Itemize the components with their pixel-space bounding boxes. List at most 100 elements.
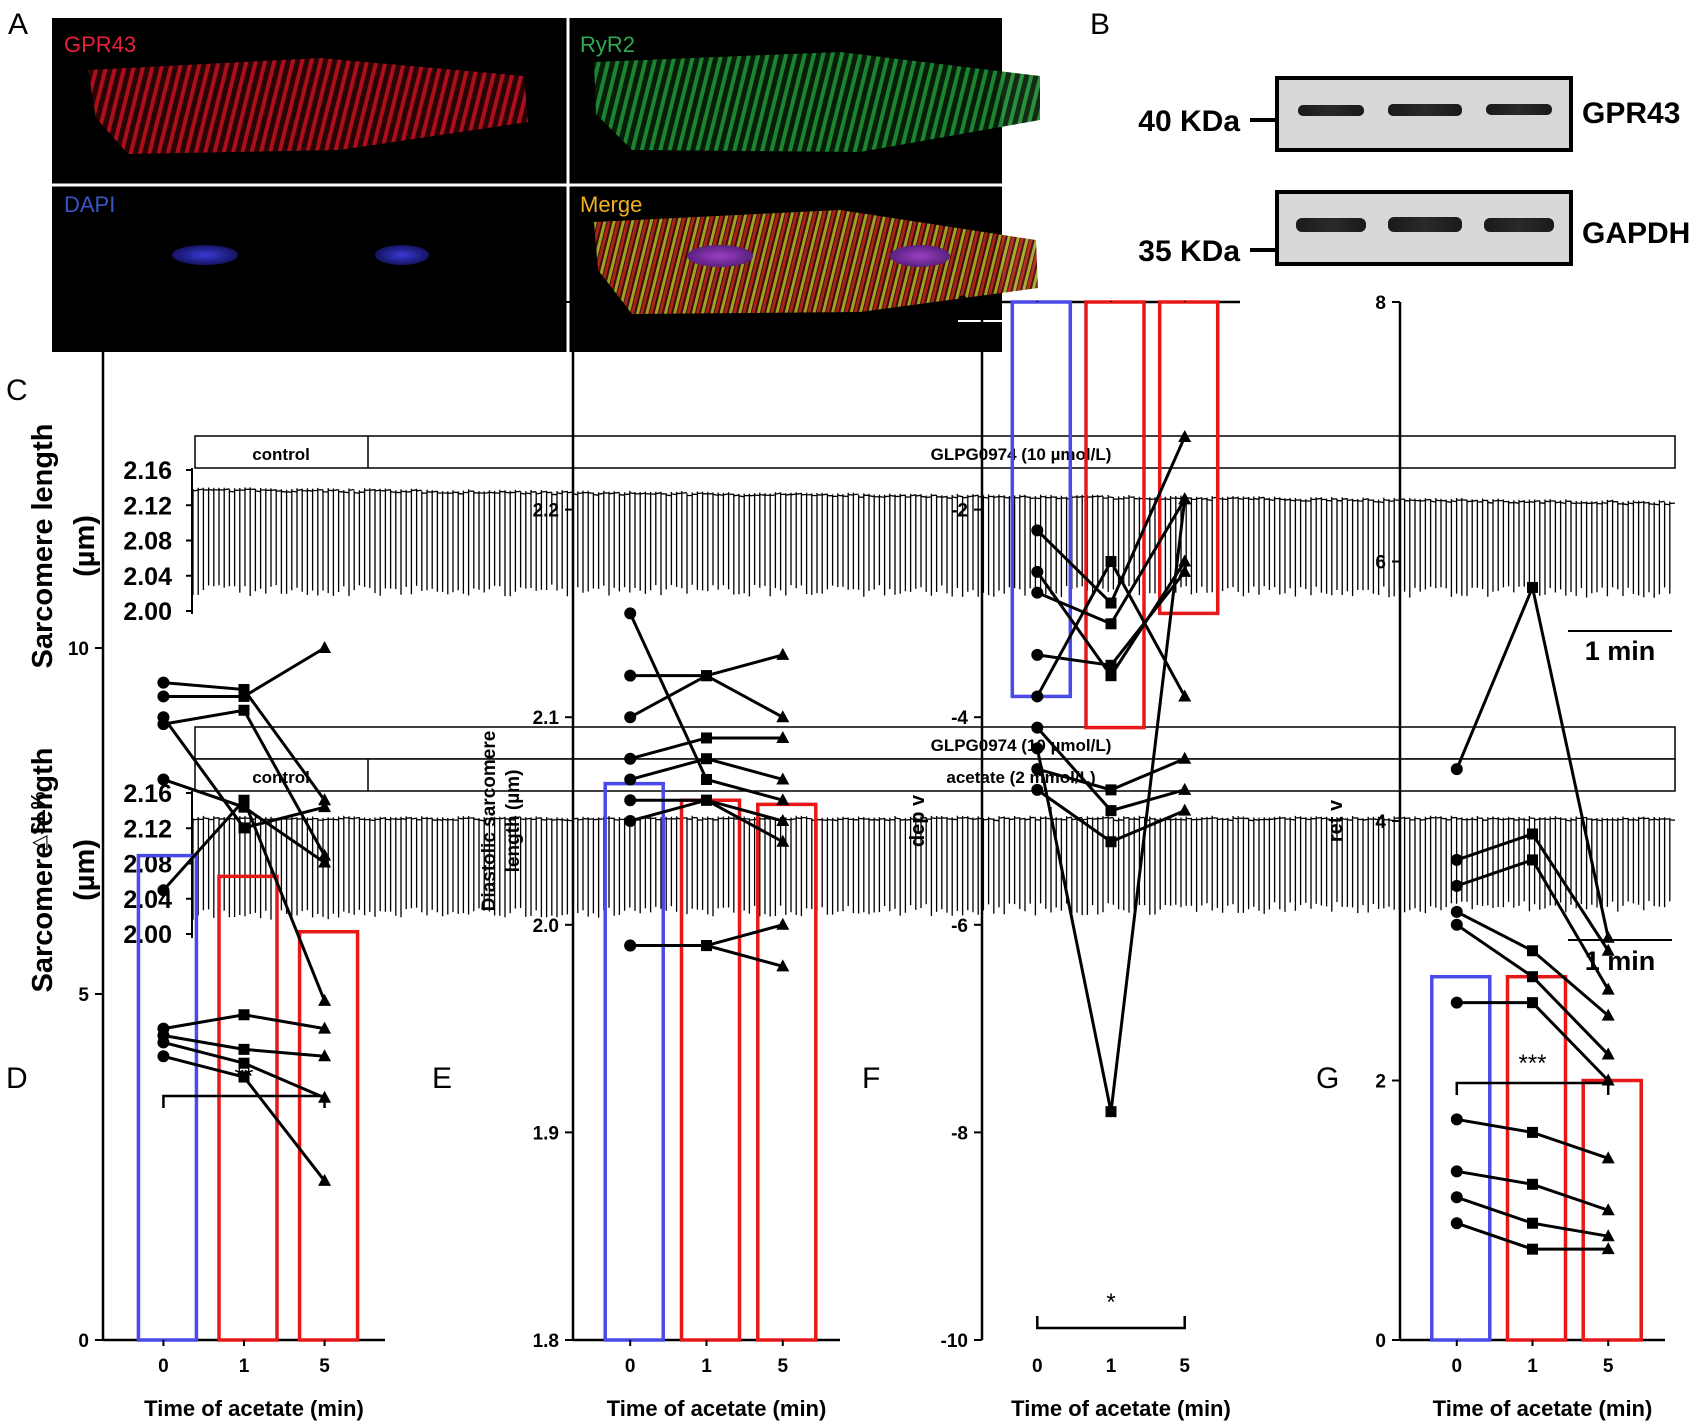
y-tick-label: 15 xyxy=(68,293,90,314)
y-tick-label: 2.00 xyxy=(123,598,172,626)
y-tick-label: 8 xyxy=(1375,293,1386,314)
data-point xyxy=(776,814,790,826)
data-point xyxy=(1178,492,1192,505)
trace-panel-2: GLPG0974 (10 µmol/L) control acetate (2 … xyxy=(27,726,1676,993)
data-point xyxy=(318,1049,332,1062)
y-tick-label: 2.12 xyxy=(123,815,172,843)
data-point xyxy=(1601,1047,1615,1060)
blot-band xyxy=(1296,218,1366,232)
bar-1 xyxy=(1505,974,1568,1342)
data-point xyxy=(1105,659,1117,671)
y-tick-label: 1.9 xyxy=(533,1123,559,1144)
y-ticks: 2.162.122.082.042.00 xyxy=(123,780,192,949)
data-point xyxy=(1450,763,1463,776)
significance-label: *** xyxy=(1518,1050,1546,1077)
data-point xyxy=(1178,429,1192,442)
data-point xyxy=(1601,1242,1615,1255)
y-tick-label: 2.00 xyxy=(123,921,172,949)
micrograph-dapi xyxy=(172,245,429,265)
y-tick-label: 2.3 xyxy=(533,293,559,314)
data-point xyxy=(318,1173,332,1186)
micrograph-label-dapi: DAPI xyxy=(64,192,115,217)
y-tick-label: 2.04 xyxy=(123,563,172,591)
data-point xyxy=(701,670,712,682)
data-point xyxy=(701,794,712,806)
blot-band xyxy=(1388,104,1462,116)
data-point xyxy=(1105,556,1117,567)
data-point xyxy=(1450,879,1463,892)
chart-e: E 1.8 1.9 2.0 2.1 2.2 2.3 0 1 5 Time of acetate (m… xyxy=(432,293,840,1421)
y-tick-label: -2 xyxy=(951,501,968,522)
data-point xyxy=(1450,905,1463,918)
data-point xyxy=(1450,853,1463,866)
paired-line xyxy=(1455,923,1610,1056)
bar-5 xyxy=(1157,300,1220,616)
blot-band xyxy=(1484,218,1554,232)
data-point xyxy=(238,704,250,716)
data-point xyxy=(1031,763,1044,776)
blot-band xyxy=(1298,105,1364,116)
x-axis-label: Time of acetate (min) xyxy=(144,1396,364,1421)
data-point xyxy=(318,993,332,1006)
y-tick-label: 10 xyxy=(68,639,89,660)
blot-band xyxy=(1486,104,1552,115)
scale-bar-label: 1 min xyxy=(1585,946,1656,976)
y-tick-label: 6 xyxy=(1375,553,1386,574)
paired-line xyxy=(629,673,784,719)
y-ticks: 2.16 2.12 2.08 2.04 2.00 xyxy=(123,457,192,626)
chart-g: G 0 2 4 6 8 0 1 5 *** Time of acetate (min) ret v xyxy=(1316,293,1665,1421)
x-tick-label: 5 xyxy=(1179,1356,1190,1377)
y-tick-label: 2.16 xyxy=(123,457,172,485)
data-point xyxy=(776,793,790,806)
y-tick-label: 2 xyxy=(1375,1072,1386,1093)
data-point xyxy=(1601,1008,1615,1021)
x-axis-label: Time of acetate (min) xyxy=(1433,1396,1653,1421)
y-axis-label: length (µm) xyxy=(503,770,524,873)
panel-label: E xyxy=(432,1062,452,1095)
data-point xyxy=(701,753,712,765)
y-axis-title: Sarcomere length xyxy=(27,748,59,993)
y-tick-label: 2.08 xyxy=(123,528,172,556)
bar-1 xyxy=(1084,300,1146,730)
data-point xyxy=(1105,784,1117,796)
paired-line xyxy=(1456,832,1610,952)
data-point xyxy=(1450,996,1463,1009)
data-point xyxy=(776,959,790,972)
data-point xyxy=(776,772,790,785)
data-point xyxy=(318,793,332,806)
data-point xyxy=(1527,1243,1538,1255)
panel-label-a: A xyxy=(8,8,28,41)
data-point xyxy=(1031,721,1044,734)
panel-label-c: C xyxy=(6,374,28,407)
x-tick-label: 5 xyxy=(777,1356,788,1377)
micrograph-merge xyxy=(594,210,1038,314)
data-point xyxy=(1105,1106,1117,1118)
significance-bracket xyxy=(1036,1316,1186,1330)
blot-marker-35: 35 KDa xyxy=(1138,235,1240,268)
data-point xyxy=(1601,943,1615,956)
data-point xyxy=(318,641,332,653)
scale-bar-label: 1 min xyxy=(1585,636,1656,666)
data-point xyxy=(1031,524,1044,537)
x-tick-label: 0 xyxy=(1451,1356,1462,1377)
data-point xyxy=(1601,930,1615,943)
data-point xyxy=(1031,648,1044,661)
data-point xyxy=(1450,1113,1463,1126)
segment-label-drug: GLPG0974 (10 µmol/L) xyxy=(931,736,1112,755)
bar-1 xyxy=(679,798,742,1342)
data-point xyxy=(157,676,170,689)
bar-1 xyxy=(217,874,279,1342)
data-point xyxy=(1178,751,1192,764)
data-point xyxy=(1527,945,1538,957)
y-tick-label: 2.12 xyxy=(123,492,172,520)
data-point xyxy=(238,1043,250,1055)
data-point xyxy=(1527,1126,1538,1138)
x-axis-label: Time of acetate (min) xyxy=(607,1396,827,1421)
data-point xyxy=(1031,742,1044,755)
y-tick-label: 2.2 xyxy=(533,501,559,522)
chart-f: F 0 -2 -4 -6 -8 -10 0 1 5 * Time of acetate (min) de… xyxy=(862,293,1240,1421)
bar-5 xyxy=(297,929,360,1342)
micrograph-gpr43 xyxy=(88,58,528,154)
